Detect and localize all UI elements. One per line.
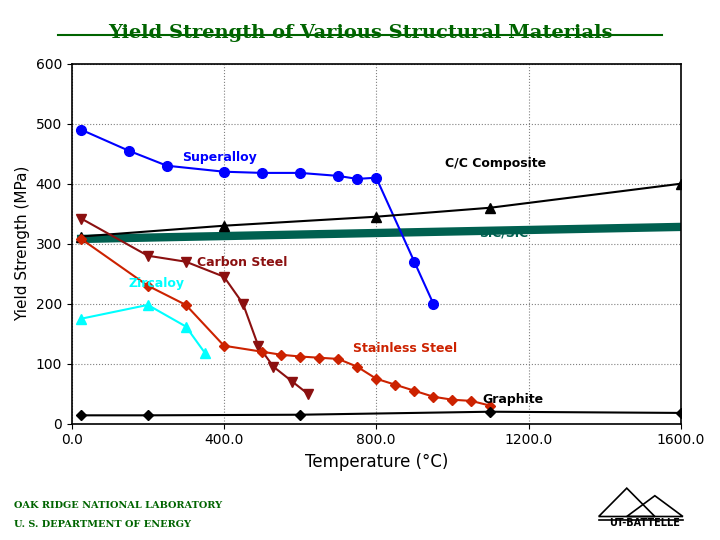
Text: Yield Strength of Various Structural Materials: Yield Strength of Various Structural Mat… xyxy=(108,24,612,42)
Text: Graphite: Graphite xyxy=(483,393,544,406)
Text: Carbon Steel: Carbon Steel xyxy=(197,256,288,269)
Text: OAK RIDGE NATIONAL LABORATORY: OAK RIDGE NATIONAL LABORATORY xyxy=(14,501,222,510)
Text: Superalloy: Superalloy xyxy=(182,151,257,164)
X-axis label: Temperature (°C): Temperature (°C) xyxy=(305,453,448,471)
Y-axis label: Yield Strength (MPa): Yield Strength (MPa) xyxy=(15,166,30,321)
Text: C/C Composite: C/C Composite xyxy=(445,157,546,170)
Text: U. S. DEPARTMENT OF ENERGY: U. S. DEPARTMENT OF ENERGY xyxy=(14,520,192,529)
Text: SiC/SiC: SiC/SiC xyxy=(479,226,528,240)
Text: UT-BATTELLE: UT-BATTELLE xyxy=(609,518,680,528)
Text: Stainless Steel: Stainless Steel xyxy=(354,342,457,355)
Text: Zircaloy: Zircaloy xyxy=(128,277,184,290)
